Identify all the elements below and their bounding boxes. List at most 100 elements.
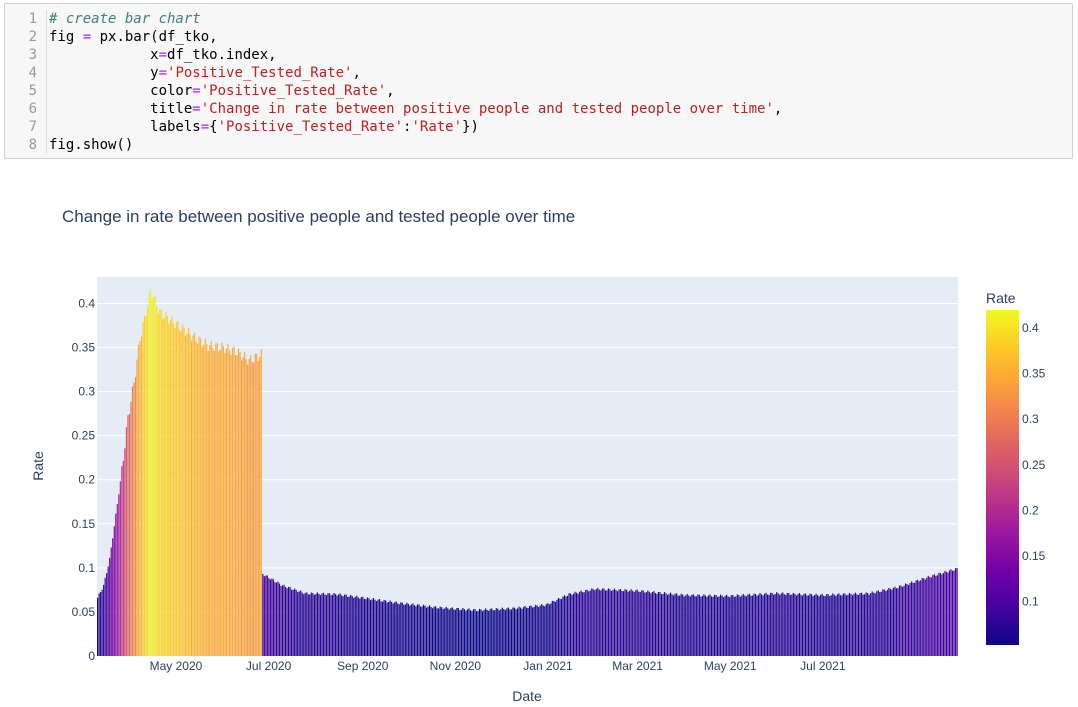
- bar: [797, 594, 799, 656]
- bar: [442, 609, 444, 656]
- bar: [932, 575, 934, 656]
- bar: [856, 594, 858, 656]
- bar: [515, 609, 517, 656]
- bar: [604, 590, 606, 656]
- bar: [554, 601, 556, 656]
- bar: [309, 594, 311, 656]
- bar: [432, 608, 434, 656]
- line-number-gutter: 1 2 3 4 5 6 7 8: [5, 10, 41, 154]
- bar: [153, 297, 155, 656]
- bar: [650, 593, 652, 656]
- code-editor[interactable]: # create bar chart fig = px.bar(df_tko, x…: [46, 10, 782, 154]
- bar: [333, 592, 335, 656]
- bar: [953, 570, 955, 656]
- bar: [738, 595, 740, 656]
- bar: [471, 611, 473, 656]
- bar: [504, 610, 506, 656]
- colorbar-tick-label: 0.2: [1022, 503, 1039, 517]
- bar: [926, 577, 928, 656]
- bar: [501, 607, 503, 656]
- bar: [187, 327, 190, 656]
- bar: [777, 593, 779, 656]
- bar: [835, 595, 837, 656]
- bar: [142, 321, 144, 656]
- bar: [701, 595, 703, 656]
- colorbar-tick-label: 0.25: [1022, 458, 1046, 472]
- bar: [272, 579, 275, 656]
- bar: [400, 602, 402, 656]
- bar: [183, 327, 185, 656]
- bar: [460, 609, 462, 656]
- bar: [536, 605, 538, 656]
- bar: [607, 588, 610, 656]
- bar: [148, 292, 150, 656]
- bar: [127, 415, 129, 656]
- x-tick-label: Sep 2020: [337, 659, 389, 673]
- bar: [103, 584, 105, 656]
- y-tick-label: 0: [88, 649, 95, 663]
- bar: [380, 601, 382, 656]
- bar: [295, 589, 297, 656]
- bar: [137, 344, 140, 656]
- bar: [421, 606, 423, 656]
- bar: [709, 594, 711, 656]
- bar: [864, 594, 866, 656]
- bar: [166, 316, 168, 656]
- bar: [616, 591, 619, 656]
- bar: [482, 611, 484, 656]
- bar: [430, 607, 432, 656]
- colorbar-tick-label: 0.3: [1022, 412, 1039, 426]
- bar: [133, 382, 135, 656]
- bar: [101, 589, 103, 656]
- code-token: =: [158, 65, 168, 81]
- bar: [885, 591, 887, 656]
- bar: [824, 596, 826, 656]
- bar: [169, 320, 171, 656]
- bar: [478, 608, 481, 656]
- bar: [433, 606, 435, 656]
- line-number: 7: [28, 119, 37, 135]
- bar: [879, 592, 881, 656]
- bar: [729, 597, 731, 656]
- bar: [492, 610, 494, 656]
- bar: [119, 481, 121, 656]
- bar: [716, 596, 719, 656]
- bar: [533, 606, 535, 656]
- bar: [145, 316, 147, 656]
- bar: [823, 595, 825, 656]
- bar: [527, 608, 529, 656]
- bar: [207, 351, 209, 656]
- x-axis-label: Date: [512, 688, 542, 704]
- bar: [674, 593, 676, 656]
- bar: [472, 609, 475, 656]
- bar: [757, 594, 760, 656]
- bar: [201, 346, 203, 656]
- bar: [948, 570, 951, 656]
- bar: [516, 608, 519, 656]
- bar: [895, 588, 898, 656]
- bar: [357, 597, 359, 656]
- bar: [445, 606, 447, 656]
- bar: [624, 589, 626, 656]
- bar: [550, 603, 552, 656]
- bar: [779, 594, 781, 656]
- bar: [691, 594, 693, 656]
- bar: [385, 600, 387, 656]
- bar: [648, 591, 650, 656]
- bar: [159, 309, 161, 656]
- bar: [488, 610, 490, 656]
- bar: [518, 606, 520, 656]
- grid-lines: [97, 302, 958, 613]
- bar: [794, 593, 796, 656]
- bar: [298, 591, 300, 656]
- colorbar-ticks: 0.1 0.15 0.2 0.25 0.3 0.35 0.4: [1022, 321, 1046, 608]
- bar: [189, 334, 191, 656]
- bar: [401, 602, 403, 656]
- bar: [427, 606, 429, 656]
- bar: [297, 592, 299, 656]
- bar: [603, 588, 605, 656]
- bar: [485, 608, 487, 656]
- bar: [785, 594, 787, 656]
- bar: [671, 594, 673, 656]
